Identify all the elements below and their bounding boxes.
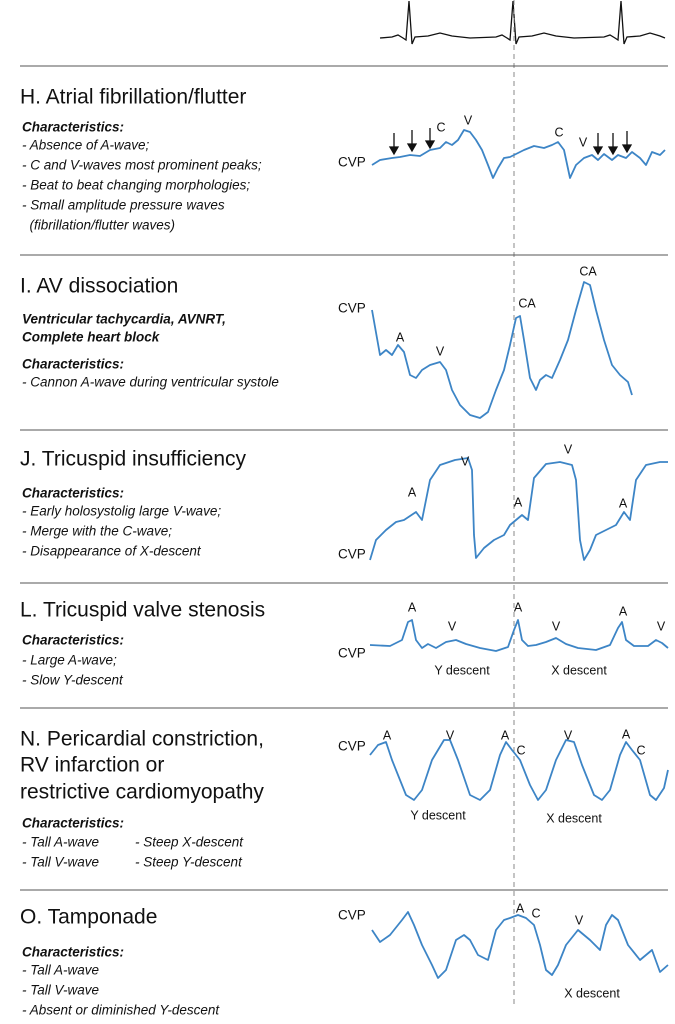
characteristic-item: - Absence of A-wave; [22,138,150,153]
wave-label: CVP [338,646,366,661]
characteristics-label: Characteristics: [22,357,124,372]
section-title: L. Tricuspid valve stenosis [20,599,265,622]
wave-label: V [461,454,470,468]
wave-label: A [619,496,628,510]
characteristic-item: - Steep X-descent [135,835,244,850]
separators [20,65,668,891]
section-title: H. Atrial fibrillation/flutter [20,86,246,109]
wave-label: V [564,728,573,742]
wave-label: V [448,619,457,633]
wave-label: A [408,485,417,499]
characteristics-label: Characteristics: [22,633,124,648]
wave-label: CVP [338,301,366,316]
wave-label: V [575,913,584,927]
characteristic-item: - C and V-waves most prominent peaks; [22,158,262,173]
characteristic-item: - Tall A-wave [22,963,99,978]
arrows [388,128,633,156]
wave-label: C [516,743,525,757]
wave-label: CVP [338,908,366,923]
wave-label: V [552,619,561,633]
characteristics-label: Characteristics: [22,816,124,831]
characteristic-item: - Beat to beat changing morphologies; [22,178,250,193]
wave-label: A [396,330,405,344]
wave-label: X descent [564,986,620,1000]
cvp-waveform [369,619,669,652]
characteristic-item: - Steep Y-descent [135,855,243,870]
wave-label: C [636,743,645,757]
characteristic-item: - Cannon A-wave during ventricular systo… [22,375,279,390]
characteristic-item: - Disappearance of X-descent [22,544,202,559]
wave-label: A [514,600,523,614]
wave-label: A [383,728,392,742]
characteristic-item: (fibrillation/flutter waves) [22,218,175,233]
characteristic-item: - Tall V-wave [22,983,99,998]
wave-label: V [446,728,455,742]
wave-label: X descent [546,811,602,825]
section-title: N. Pericardial constriction, [20,728,264,751]
wave-label: C [554,125,563,139]
cvp-waveform [371,129,666,179]
characteristic-item: - Absent or diminished Y-descent [22,1003,220,1018]
conditions: Complete heart block [22,330,161,345]
wave-label: X descent [551,663,607,677]
wave-label: Y descent [434,663,490,677]
characteristic-item: - Merge with the C-wave; [22,524,172,539]
wave-label: A [516,901,525,915]
wave-label: C [436,120,445,134]
cvp-waveform [369,457,668,561]
wave-label: CA [579,264,597,278]
section-title: I. AV dissociation [20,275,178,298]
ecg-strip [379,0,666,45]
content: H. Atrial fibrillation/flutter Characteri… [20,86,669,1018]
wave-label: C [531,906,540,920]
wave-label: A [622,727,631,741]
wave-label: V [436,344,445,358]
wave-label: CVP [338,547,366,562]
conditions: Ventricular tachycardia, AVNRT, [22,312,226,327]
section-title: J. Tricuspid insufficiency [20,448,247,471]
section-title: restrictive cardiomyopathy [20,781,264,804]
wave-label: CVP [338,739,366,754]
wave-label: V [579,135,588,149]
characteristics-label: Characteristics: [22,120,124,135]
wave-label: CA [518,296,536,310]
characteristics-label: Characteristics: [22,945,124,960]
cvp-waveform [371,911,669,979]
characteristic-item: - Early holosystolig large V-wave; [22,504,221,519]
characteristic-item: - Tall V-wave [22,855,99,870]
characteristics-label: Characteristics: [22,486,124,501]
wave-label: A [501,728,510,742]
wave-label: CVP [338,155,366,170]
characteristic-item: - Tall A-wave [22,835,99,850]
wave-label: Y descent [410,808,466,822]
wave-label: V [657,619,666,633]
wave-label: V [564,442,573,456]
cvp-waveform [371,281,633,419]
section-title: RV infarction or [20,754,164,777]
section-title: O. Tamponade [20,906,157,929]
wave-label: A [619,604,628,618]
characteristic-item: - Small amplitude pressure waves [22,198,225,213]
characteristic-item: - Slow Y-descent [22,673,124,688]
cvp-waveform [369,739,669,801]
wave-label: A [408,600,417,614]
characteristic-item: - Large A-wave; [22,653,117,668]
wave-label: V [464,113,473,127]
wave-label: A [514,495,523,509]
